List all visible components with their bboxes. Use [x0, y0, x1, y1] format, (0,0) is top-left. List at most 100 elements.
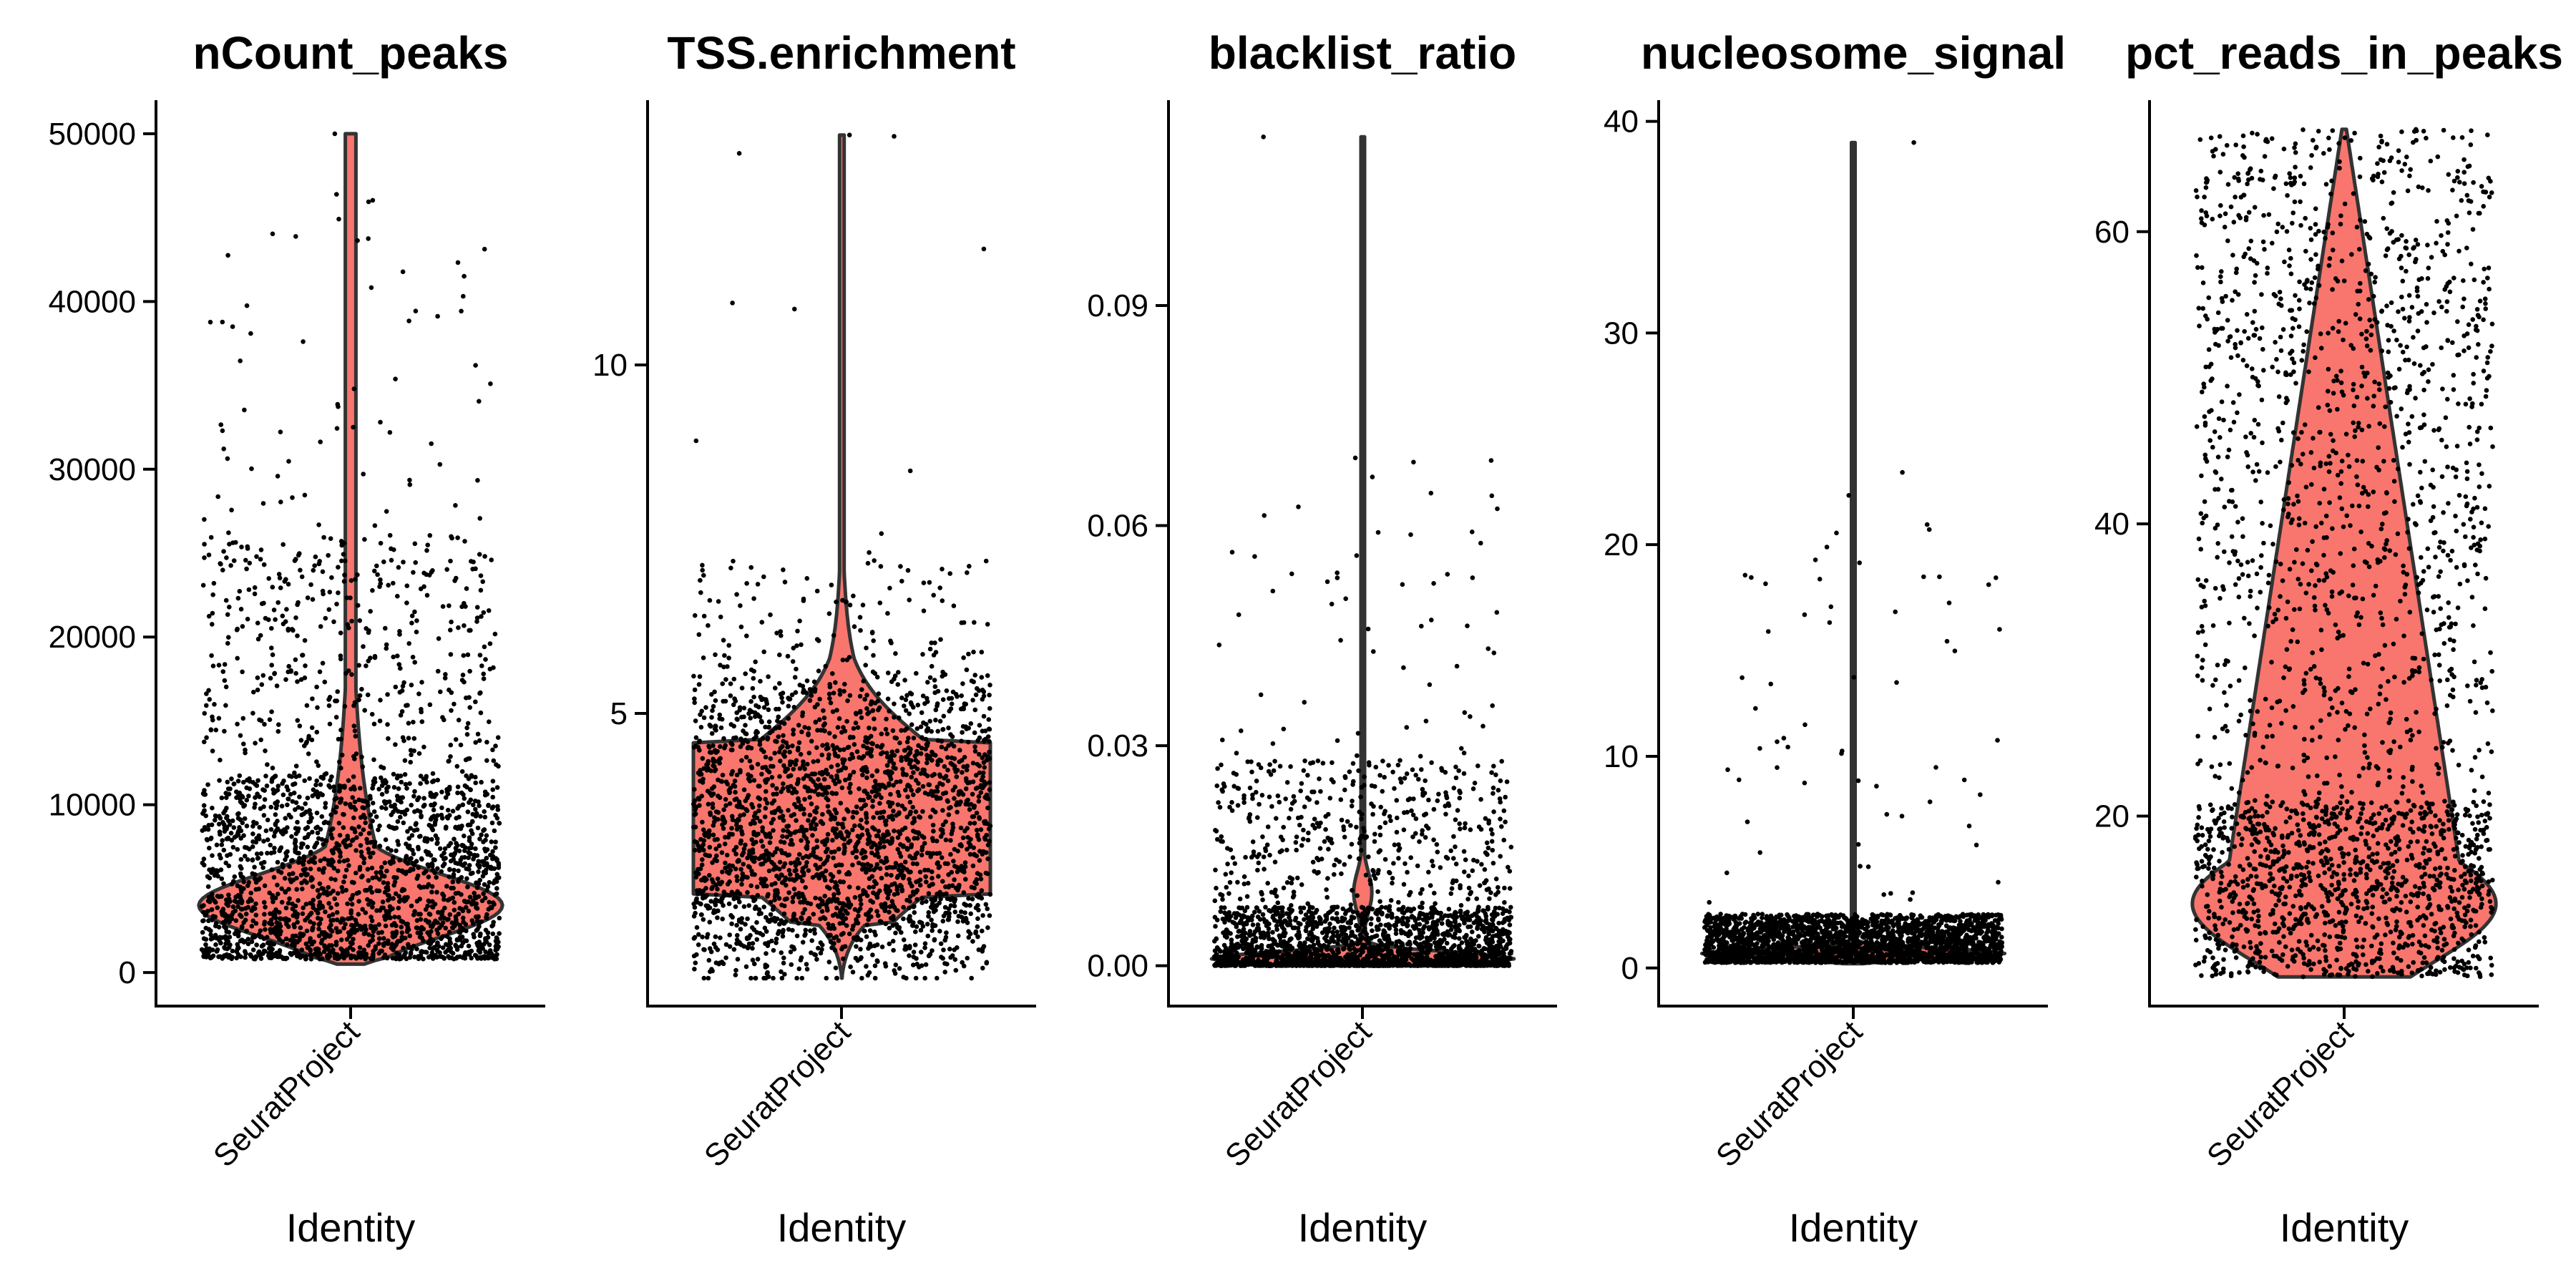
data-point	[701, 838, 707, 843]
data-point	[798, 806, 803, 812]
data-point	[952, 903, 957, 909]
data-point	[372, 655, 378, 660]
data-point	[802, 907, 807, 912]
data-point	[338, 766, 343, 771]
data-point	[348, 953, 354, 958]
data-point	[770, 852, 776, 858]
data-point	[967, 564, 972, 569]
data-point	[854, 804, 859, 809]
data-point	[776, 929, 781, 934]
data-point	[460, 843, 465, 849]
data-point	[316, 933, 322, 939]
data-point	[360, 907, 366, 912]
data-point	[490, 849, 495, 854]
data-point	[331, 788, 337, 794]
data-point	[716, 810, 721, 815]
data-point	[791, 786, 796, 791]
data-point	[785, 785, 790, 790]
data-point	[749, 709, 755, 714]
data-point	[351, 837, 356, 842]
data-point	[467, 756, 472, 761]
data-point	[725, 664, 730, 669]
data-point	[946, 812, 952, 817]
data-point	[472, 935, 477, 940]
data-point	[970, 939, 975, 944]
data-point	[788, 841, 793, 847]
data-point	[847, 602, 853, 608]
data-point	[490, 787, 495, 792]
data-point	[440, 945, 446, 950]
data-point	[210, 917, 215, 922]
data-point	[452, 851, 458, 856]
data-point	[260, 501, 266, 506]
data-point	[700, 819, 705, 825]
data-point	[335, 401, 341, 407]
data-point	[294, 887, 300, 892]
data-point	[385, 884, 391, 889]
data-point	[907, 944, 912, 949]
data-point	[401, 560, 406, 565]
data-point	[316, 794, 321, 800]
data-point	[920, 693, 926, 698]
data-point	[351, 386, 357, 391]
data-point	[949, 696, 955, 701]
data-point	[312, 844, 317, 850]
data-point	[460, 802, 466, 807]
data-point	[939, 738, 945, 744]
data-point	[903, 787, 908, 793]
data-point	[212, 702, 217, 707]
data-point	[250, 857, 255, 863]
data-point	[749, 837, 754, 842]
data-point	[459, 790, 464, 796]
data-point	[482, 882, 487, 887]
data-point	[223, 941, 228, 946]
data-point	[284, 922, 289, 927]
data-point	[352, 756, 357, 761]
data-point	[217, 935, 223, 940]
data-point	[262, 912, 267, 917]
data-point	[293, 903, 298, 909]
data-point	[891, 947, 896, 953]
data-point	[940, 956, 945, 961]
data-point	[368, 923, 374, 929]
data-point	[780, 834, 785, 839]
data-point	[482, 827, 487, 832]
data-point	[233, 894, 238, 899]
data-point	[363, 820, 368, 826]
data-point	[321, 932, 326, 937]
data-point	[296, 860, 301, 865]
data-point	[303, 941, 309, 947]
data-point	[317, 957, 323, 962]
data-point	[426, 899, 432, 904]
data-point	[983, 870, 989, 876]
data-point	[829, 774, 834, 779]
data-point	[881, 809, 887, 814]
data-point	[258, 851, 264, 857]
data-point	[200, 582, 206, 588]
data-point	[748, 667, 754, 673]
data-point	[804, 962, 809, 967]
data-point	[825, 831, 831, 837]
data-point	[424, 592, 430, 598]
data-point	[381, 766, 386, 771]
data-point	[919, 950, 924, 955]
data-point	[884, 872, 889, 877]
data-point	[338, 736, 344, 742]
data-point	[361, 947, 367, 952]
data-point	[976, 894, 982, 900]
data-point	[226, 791, 232, 797]
data-point	[741, 846, 747, 852]
data-point	[293, 615, 298, 620]
data-point	[235, 595, 241, 601]
data-point	[333, 940, 339, 945]
data-point	[907, 811, 913, 816]
data-point	[328, 876, 334, 882]
data-point	[349, 618, 354, 624]
data-point	[271, 953, 276, 959]
data-point	[766, 857, 771, 862]
data-point	[210, 914, 216, 919]
data-point	[907, 880, 913, 886]
data-point	[970, 698, 975, 703]
jitter-points	[691, 132, 993, 981]
data-point	[480, 874, 486, 879]
